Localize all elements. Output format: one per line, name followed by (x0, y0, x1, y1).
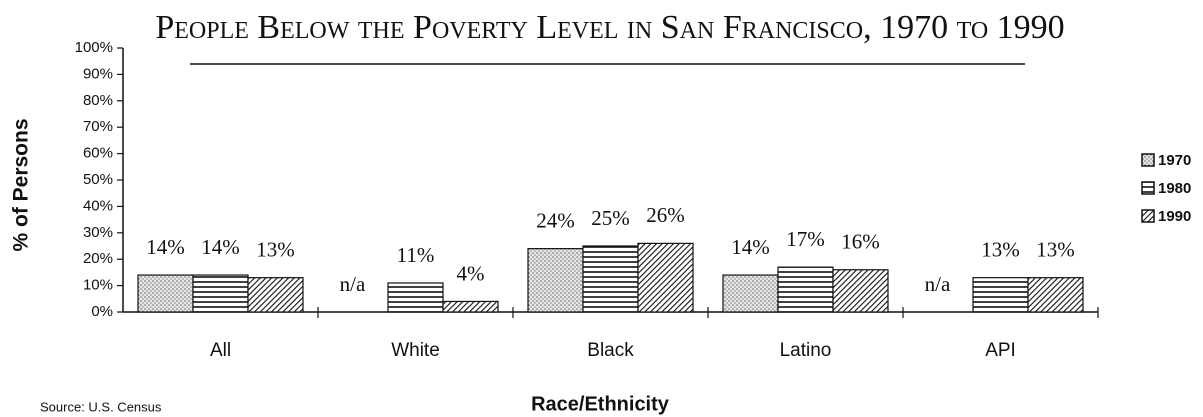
legend-label: 1980 (1158, 180, 1191, 197)
value-label: n/a (925, 272, 951, 296)
value-label: 11% (397, 243, 435, 267)
bar (442, 300, 499, 313)
bar (387, 282, 444, 313)
y-tick-label: 70% (83, 118, 113, 135)
bar (247, 277, 304, 313)
x-tick-label: Black (587, 340, 634, 361)
value-label: n/a (340, 272, 366, 296)
y-tick-label: 60% (83, 145, 113, 162)
value-label: 13% (256, 237, 295, 261)
y-tick-label: 40% (83, 197, 113, 214)
chart-title: People Below the Poverty Level in San Fr… (155, 9, 1064, 46)
value-label: 14% (201, 235, 240, 259)
legend-label: 1990 (1158, 208, 1191, 225)
y-tick-label: 10% (83, 277, 113, 294)
bar (527, 248, 584, 313)
y-tick-label: 20% (83, 250, 113, 267)
x-tick-label: All (210, 340, 231, 361)
y-axis-label: % of Persons (10, 118, 33, 251)
value-label: 14% (731, 235, 770, 259)
y-tick-label: 100% (75, 39, 113, 56)
source-note: Source: U.S. Census (40, 399, 162, 414)
y-tick-label: 30% (83, 224, 113, 241)
value-label: 24% (536, 208, 575, 232)
bar (1027, 277, 1084, 313)
y-tick-label: 80% (83, 92, 113, 109)
x-tick-label: Latino (780, 340, 832, 361)
bar (192, 274, 249, 313)
bar (722, 274, 779, 313)
bar (637, 242, 694, 313)
bar (832, 269, 889, 313)
y-tick-label: 0% (91, 303, 113, 320)
y-tick-label: 50% (83, 171, 113, 188)
value-label: 17% (786, 227, 825, 251)
value-label: 25% (591, 206, 630, 230)
bar (972, 277, 1029, 313)
value-label: 4% (457, 261, 485, 285)
x-axis-label: Race/Ethnicity (531, 393, 670, 415)
legend-swatch (1141, 181, 1155, 195)
value-label: 16% (841, 230, 880, 254)
legend-label: 1970 (1158, 152, 1191, 169)
legend-swatch (1141, 209, 1155, 223)
bar (137, 274, 194, 313)
y-tick-label: 90% (83, 65, 113, 82)
bar (777, 266, 834, 313)
x-tick-label: White (391, 340, 440, 361)
bar (582, 245, 639, 313)
value-label: 26% (646, 203, 685, 227)
value-label: 13% (981, 237, 1020, 261)
value-label: 13% (1036, 237, 1075, 261)
legend-swatch (1141, 153, 1155, 167)
x-tick-label: API (985, 340, 1016, 361)
value-label: 14% (146, 235, 185, 259)
